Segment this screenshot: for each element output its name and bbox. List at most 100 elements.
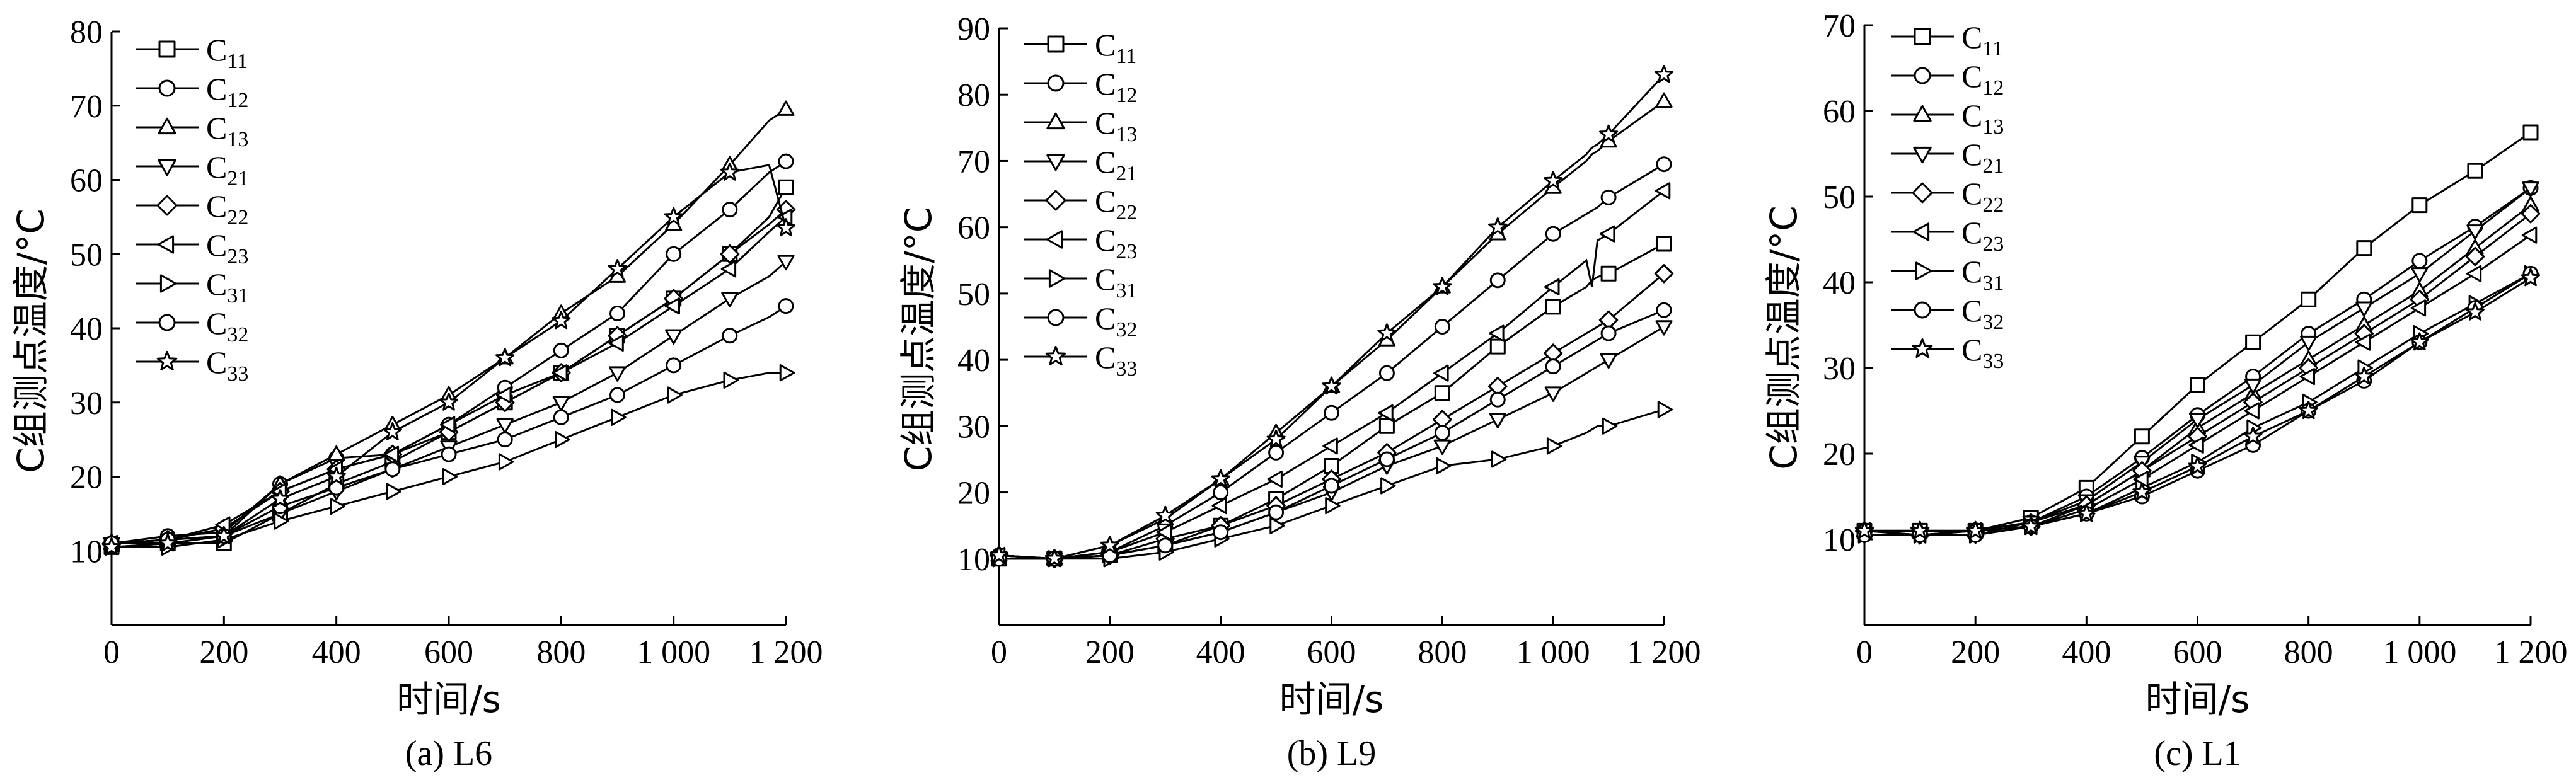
data-point [1491, 450, 1507, 468]
legend-label: C31 [206, 267, 248, 307]
data-point [1544, 386, 1562, 402]
data-point [2354, 366, 2374, 385]
series-line [111, 164, 787, 548]
data-point [2466, 265, 2482, 282]
data-point [2301, 291, 2317, 307]
data-point [101, 537, 122, 556]
data-point [498, 453, 514, 471]
data-point [270, 489, 290, 507]
data-point [1600, 265, 1617, 282]
data-point [1380, 477, 1396, 495]
data-point [2465, 246, 2485, 267]
y-tick-label: 70 [957, 144, 990, 180]
data-point [441, 446, 457, 462]
data-point [1434, 385, 1450, 401]
legend-label: C13 [1095, 105, 1137, 146]
y-tick-label: 80 [70, 14, 103, 50]
legend-marker [1048, 269, 1066, 288]
data-point [1434, 319, 1450, 335]
data-point [214, 525, 234, 544]
y-tick-label: 10 [1823, 522, 1856, 558]
data-point [2132, 482, 2152, 501]
subplot-caption: (b) L9 [1287, 734, 1377, 773]
x-tick-label: 0 [991, 634, 1007, 670]
data-point [778, 298, 794, 314]
data-point [330, 498, 345, 515]
series-line [998, 100, 1665, 560]
data-point [439, 393, 459, 411]
data-point [1854, 520, 1874, 539]
data-point [1655, 320, 1673, 336]
data-point [1910, 520, 1930, 539]
data-point [989, 545, 1009, 564]
series-line [998, 74, 1665, 560]
legend-label: C33 [206, 345, 248, 386]
data-point [1324, 458, 1339, 474]
series-line [998, 163, 1665, 560]
legend-marker [158, 159, 176, 176]
data-point [609, 387, 625, 403]
y-tick-label: 70 [1823, 8, 1856, 44]
legend-label: C11 [1961, 20, 2003, 60]
legend-marker [1915, 261, 1932, 280]
chart-panel-1: 0 200 400 600 800 1 000 1 200 10 20 30 40 50 60 70 80 时… [9, 14, 823, 773]
data-point [497, 432, 513, 448]
y-tick-label: 60 [70, 163, 103, 199]
x-tick-label: 800 [1418, 634, 1467, 670]
data-point [1324, 478, 1339, 494]
legend-label: C31 [1095, 261, 1137, 302]
series-line [111, 209, 787, 544]
y-tick-label: 20 [957, 476, 990, 512]
legend-marker [1046, 154, 1065, 171]
y-tick-label: 60 [957, 210, 990, 246]
series-C22 [1854, 204, 2541, 545]
legend-marker [1914, 67, 1931, 84]
y-tick-label: 90 [957, 11, 990, 47]
data-point [1378, 365, 1395, 381]
legend-label: C21 [1095, 144, 1137, 185]
data-point [1489, 413, 1506, 428]
data-point [1268, 504, 1285, 520]
data-point [386, 483, 401, 500]
data-point [2188, 436, 2204, 454]
data-point [2077, 503, 2096, 522]
legend-label: C23 [1961, 215, 2004, 256]
y-tick-label: 40 [70, 311, 103, 347]
data-point [553, 409, 569, 425]
data-point [2355, 301, 2373, 317]
data-point [666, 357, 682, 374]
data-point [2190, 377, 2205, 393]
data-point [2188, 413, 2207, 428]
legend-marker [158, 314, 176, 331]
data-point [1157, 537, 1174, 554]
legend-label: C22 [1095, 183, 1137, 224]
data-point [2300, 335, 2318, 352]
series-C31 [1857, 265, 2540, 544]
data-point [495, 348, 515, 367]
legend-label: C32 [1095, 301, 1137, 341]
data-point [1599, 124, 1619, 143]
data-point [2522, 181, 2539, 197]
data-point [608, 334, 624, 352]
subplot-caption: (c) L1 [2154, 734, 2241, 773]
data-point [2244, 402, 2260, 420]
x-tick-label: 800 [2284, 634, 2333, 670]
data-point [1655, 182, 1671, 200]
data-point [1657, 401, 1673, 418]
data-point [553, 342, 569, 358]
data-point [1600, 189, 1617, 205]
legend-label: C23 [206, 227, 248, 268]
legend-label: C32 [206, 306, 248, 347]
y-tick-label: 50 [1823, 180, 1856, 215]
x-tick-label: 600 [1307, 634, 1356, 670]
data-point [1268, 444, 1285, 461]
series-C31 [105, 364, 795, 556]
data-point [2411, 197, 2428, 214]
data-point [1600, 353, 1617, 369]
data-point [384, 461, 401, 478]
data-point [2522, 124, 2539, 141]
data-point [1325, 497, 1341, 515]
data-point [1044, 549, 1064, 567]
legend-label: C21 [1961, 137, 2004, 178]
